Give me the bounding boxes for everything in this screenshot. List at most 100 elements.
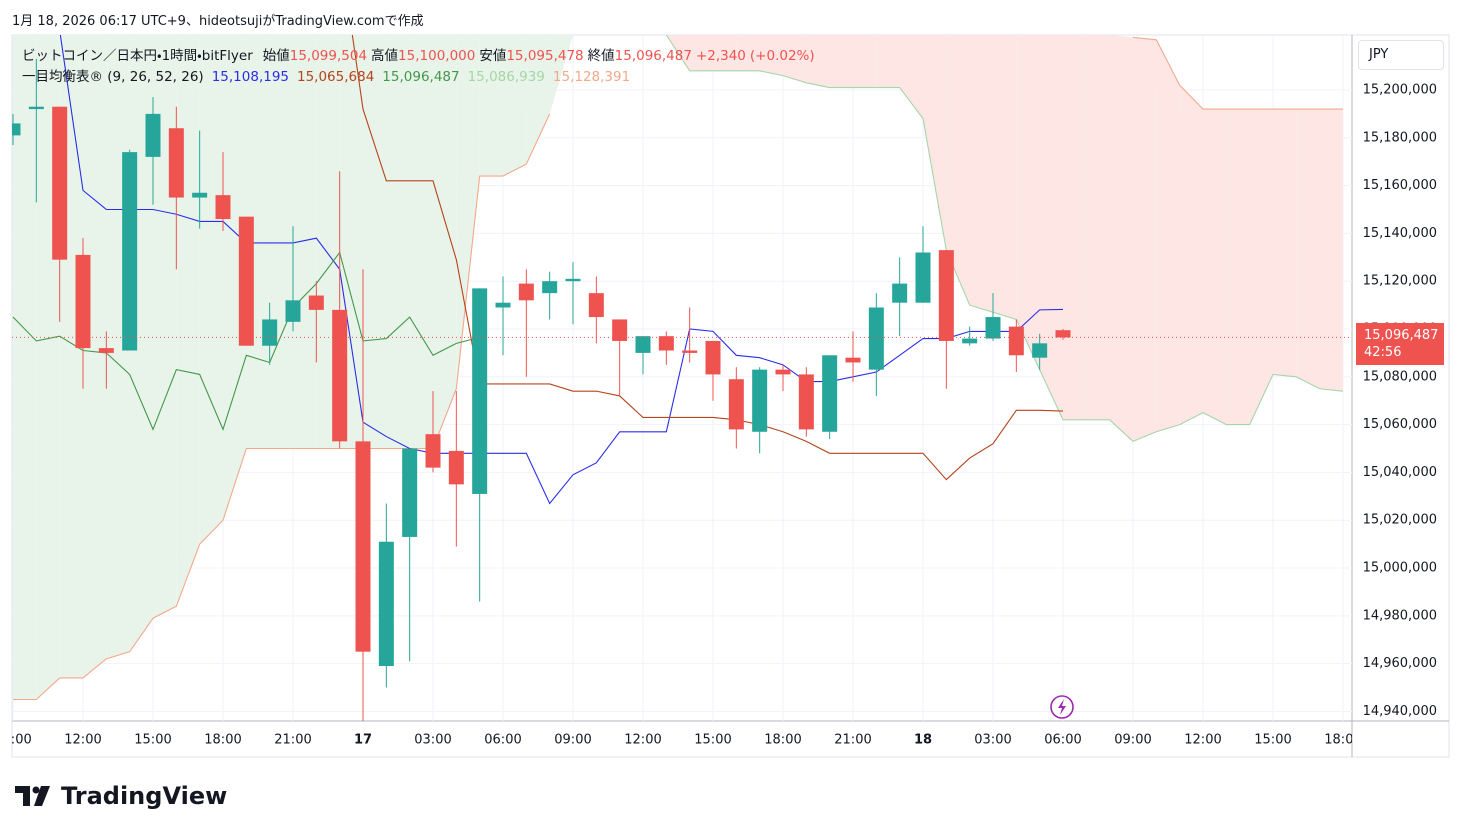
countdown: 42:56 bbox=[1364, 345, 1402, 361]
x-tick-label: 09:00 bbox=[0, 733, 32, 748]
candle-body bbox=[262, 319, 278, 346]
candle-body bbox=[892, 283, 908, 303]
ohlc-value: 15,095,478 bbox=[506, 48, 584, 64]
candle-body bbox=[658, 336, 674, 351]
logo-dot bbox=[32, 786, 40, 794]
cloud-fill bbox=[1109, 35, 1133, 442]
indicator-value: 15,086,939 bbox=[467, 69, 545, 85]
indicator-line bbox=[12, 251, 480, 431]
cloud-fill bbox=[1249, 109, 1273, 425]
x-tick-label: 17 bbox=[354, 733, 372, 748]
currency-box[interactable]: JPY bbox=[1358, 40, 1444, 70]
ohlc-value: 15,099,504 bbox=[289, 48, 368, 64]
cloud-fill bbox=[1039, 35, 1063, 420]
candle-body bbox=[12, 123, 21, 136]
cloud-fill bbox=[13, 35, 37, 700]
indicator-value: 15,096,487 bbox=[382, 69, 460, 85]
cloud-fill bbox=[736, 35, 760, 71]
y-tick-label: 15,140,000 bbox=[1363, 226, 1437, 241]
cloud-fill bbox=[549, 35, 573, 114]
cloud bbox=[13, 35, 1343, 700]
event-icon[interactable] bbox=[1050, 695, 1074, 719]
cloud-fill bbox=[899, 35, 923, 119]
candle-body bbox=[425, 434, 441, 468]
candle-body bbox=[52, 106, 68, 260]
brand: TradingView bbox=[61, 782, 227, 810]
x-tick-label: 18 bbox=[914, 733, 932, 748]
x-tick-label: 03:00 bbox=[414, 733, 451, 748]
logo-mark bbox=[15, 786, 30, 806]
y-tick-label: 15,180,000 bbox=[1363, 130, 1437, 145]
cloud-fill bbox=[199, 35, 223, 545]
candle-body bbox=[355, 441, 371, 652]
candle-body bbox=[238, 216, 254, 346]
caption: 1月 18, 2026 06:17 UTC+9、hideotsujiがTradi… bbox=[12, 14, 424, 29]
x-tick-label: 03:00 bbox=[974, 733, 1011, 748]
cloud-fill bbox=[806, 35, 830, 88]
x-tick-label: 15:00 bbox=[694, 733, 731, 748]
candle-body bbox=[1008, 326, 1024, 356]
candle-body bbox=[402, 448, 418, 537]
currency[interactable]: JPY bbox=[1369, 47, 1389, 62]
x-tick-label: 15:00 bbox=[1254, 733, 1291, 748]
candle-body bbox=[635, 336, 651, 353]
cloud-fill bbox=[713, 35, 737, 71]
candle-body bbox=[565, 278, 581, 282]
cloud-fill bbox=[1226, 109, 1250, 425]
candle-body bbox=[612, 319, 628, 341]
y-tick-label: 15,160,000 bbox=[1363, 178, 1437, 193]
cloud-fill bbox=[829, 35, 853, 88]
candle-body bbox=[588, 293, 604, 318]
cloud-fill bbox=[503, 35, 527, 177]
x-axis: 09:00 12:00 15:00 18:00 21:00 17 03:00 06:00 09:… bbox=[0, 733, 1352, 748]
ohlc-name: 始値 bbox=[262, 48, 290, 64]
candle-body bbox=[985, 317, 1001, 339]
y-axis: 14,940,000 14,960,000 14,980,000 15,000,000… bbox=[1363, 82, 1437, 718]
x-tick-label: 06:00 bbox=[1044, 733, 1081, 748]
x-tick-label: 21:00 bbox=[274, 733, 311, 748]
candle-body bbox=[938, 250, 954, 341]
cloud-fill bbox=[946, 35, 970, 306]
y-tick-label: 14,980,000 bbox=[1363, 608, 1437, 623]
candle-body bbox=[215, 195, 231, 220]
x-tick-label: 18:00 bbox=[764, 733, 801, 748]
ohlc-name: 終値 bbox=[587, 48, 615, 64]
x-tick-label: 09:00 bbox=[1114, 733, 1151, 748]
change-pct: (+0.02%) bbox=[749, 48, 815, 64]
candle-body bbox=[798, 374, 814, 430]
candle-body bbox=[822, 355, 838, 432]
candle-body bbox=[378, 541, 394, 667]
cloud-fill bbox=[1063, 35, 1087, 420]
cloud-fill bbox=[409, 35, 433, 449]
candle-body bbox=[98, 348, 114, 353]
y-tick-label: 15,020,000 bbox=[1363, 513, 1437, 528]
candle-body bbox=[168, 128, 184, 198]
y-tick-label: 14,940,000 bbox=[1363, 704, 1437, 719]
cloud-fill bbox=[363, 35, 387, 449]
cloud-fill bbox=[993, 35, 1017, 320]
cloud-fill bbox=[83, 35, 107, 678]
candle-body bbox=[192, 192, 208, 198]
y-tick-label: 14,960,000 bbox=[1363, 656, 1437, 671]
cloud-fill bbox=[386, 35, 410, 449]
cloud-fill bbox=[853, 35, 877, 88]
event-bolt[interactable] bbox=[1058, 699, 1066, 715]
indicator-title: 一目均衡表® (9, 26, 52, 26) bbox=[22, 69, 204, 85]
candles bbox=[12, 58, 1352, 721]
last-price-box: 15,096,487 42:56 bbox=[1356, 323, 1444, 366]
candle-body bbox=[28, 106, 44, 110]
cloud-fill bbox=[969, 35, 993, 313]
x-tick-label: 15:00 bbox=[134, 733, 171, 748]
cloud-fill bbox=[1319, 109, 1343, 392]
cloud-fill bbox=[1179, 85, 1203, 425]
candle-body bbox=[448, 450, 464, 485]
candle-body bbox=[682, 350, 698, 353]
symbol: ビットコイン／日本円・1時間・bitFlyer bbox=[22, 48, 253, 64]
cloud-fill bbox=[293, 35, 317, 449]
candle-body bbox=[518, 283, 534, 301]
candle-body bbox=[122, 152, 138, 351]
indicator-value: 15,128,391 bbox=[552, 69, 631, 85]
candle-body bbox=[868, 307, 884, 370]
